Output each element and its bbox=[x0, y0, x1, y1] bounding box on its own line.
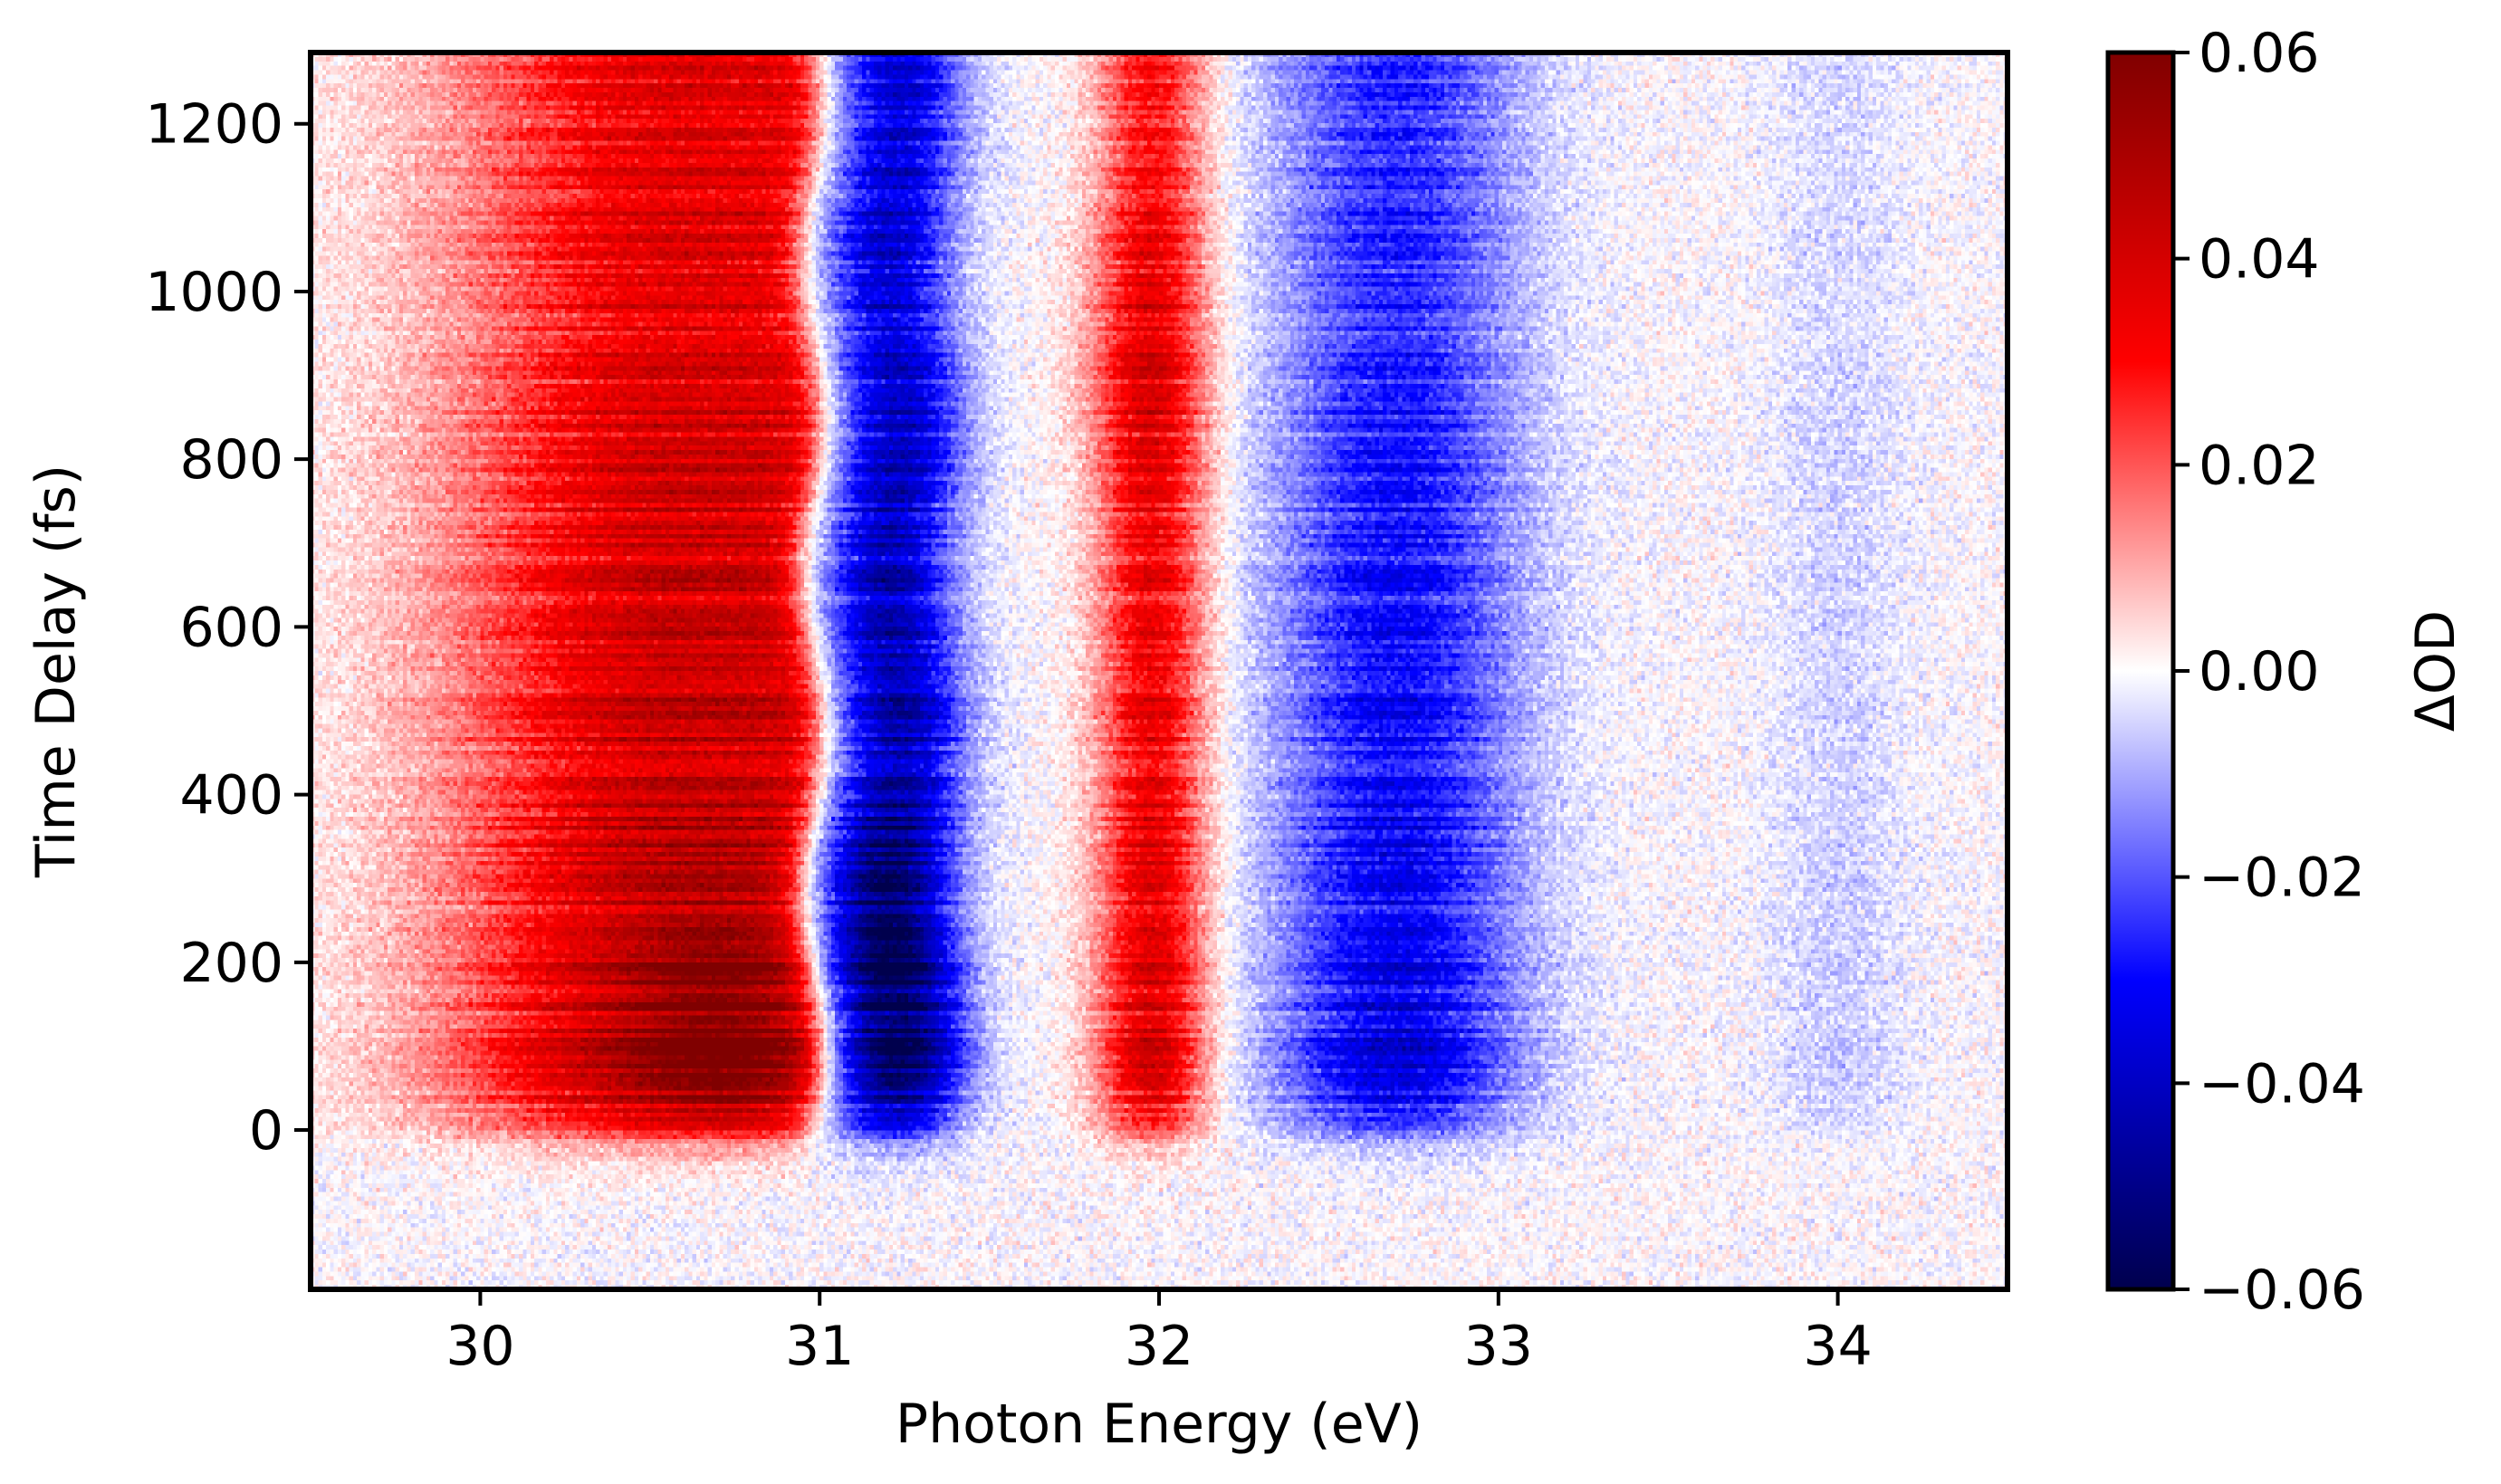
x-tick-label: 34 bbox=[1803, 1315, 1872, 1378]
x-tick-label: 30 bbox=[446, 1315, 514, 1378]
x-axis-label: Photon Energy (eV) bbox=[896, 1393, 1423, 1456]
plot-area bbox=[308, 50, 2010, 1292]
y-tick-label: 400 bbox=[179, 764, 283, 828]
colorbar-gradient bbox=[2108, 53, 2173, 1289]
x-axis-ticks: 30 31 32 33 34 bbox=[446, 1289, 1873, 1378]
colorbar: −0.06 −0.04 −0.02 0.00 0.02 0.04 0.06 ΔOD bbox=[2105, 22, 2467, 1322]
x-tick-label: 33 bbox=[1464, 1315, 1533, 1378]
colorbar-tick-label: 0.02 bbox=[2199, 434, 2320, 497]
y-tick-label: 200 bbox=[179, 932, 283, 995]
colorbar-label: ΔOD bbox=[2404, 610, 2467, 732]
y-axis-ticks: 0 200 400 600 800 1000 1200 bbox=[145, 93, 311, 1163]
y-tick-label: 1200 bbox=[145, 93, 283, 157]
colorbar-tick-label: 0.06 bbox=[2199, 22, 2320, 85]
colorbar-tick-label: −0.02 bbox=[2199, 847, 2365, 910]
colorbar-tick-label: 0.04 bbox=[2199, 228, 2320, 292]
y-tick-label: 800 bbox=[179, 428, 283, 492]
colorbar-ticks: −0.06 −0.04 −0.02 0.00 0.02 0.04 0.06 bbox=[2173, 22, 2365, 1322]
heatmap-image bbox=[311, 53, 2008, 1289]
colorbar-tick-label: −0.06 bbox=[2199, 1259, 2365, 1322]
y-tick-label: 600 bbox=[179, 596, 283, 659]
colorbar-tick-label: −0.04 bbox=[2199, 1052, 2365, 1115]
x-tick-label: 31 bbox=[785, 1315, 854, 1378]
y-axis-label: Time Delay (fs) bbox=[24, 464, 88, 878]
y-tick-label: 0 bbox=[249, 1099, 283, 1163]
x-tick-label: 32 bbox=[1125, 1315, 1193, 1378]
y-tick-label: 1000 bbox=[145, 261, 283, 324]
colorbar-tick-label: 0.00 bbox=[2199, 640, 2320, 704]
